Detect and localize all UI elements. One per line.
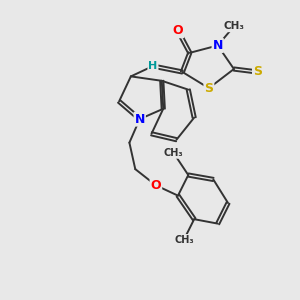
Text: N: N	[212, 39, 223, 52]
Text: N: N	[134, 112, 145, 126]
Text: S: S	[253, 65, 262, 79]
Text: H: H	[148, 61, 158, 71]
Text: CH₃: CH₃	[224, 21, 244, 31]
Text: CH₃: CH₃	[164, 148, 183, 158]
Text: CH₃: CH₃	[174, 235, 194, 245]
Text: O: O	[151, 179, 161, 192]
Text: S: S	[204, 82, 213, 95]
Text: O: O	[173, 24, 183, 37]
